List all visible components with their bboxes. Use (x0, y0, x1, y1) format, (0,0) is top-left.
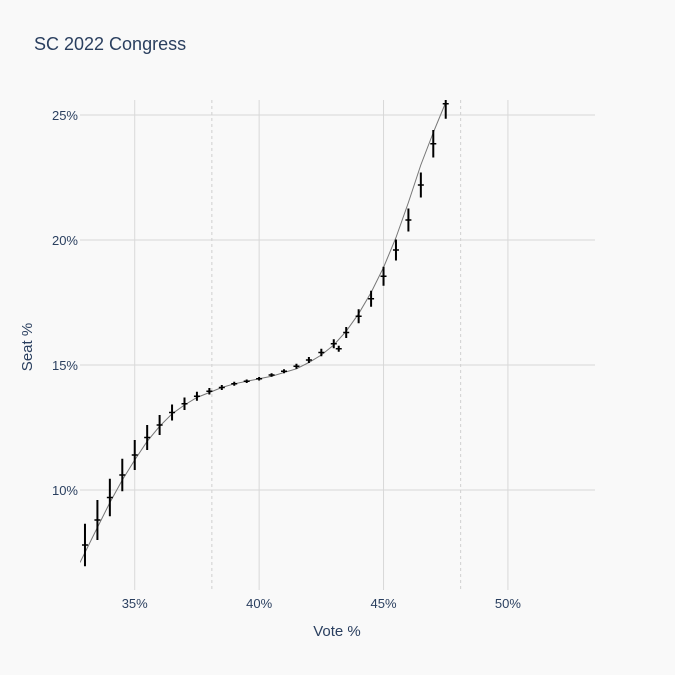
x-tick-label: 35% (122, 596, 148, 611)
data-point (318, 348, 325, 357)
y-axis-title: Seat % (19, 323, 36, 371)
data-point (181, 397, 188, 410)
data-point (243, 379, 250, 383)
y-axis-ticks: 10% 15% 20% 25% (52, 108, 78, 498)
data-point (169, 404, 176, 421)
data-point (335, 345, 342, 352)
y-tick-label: 15% (52, 358, 78, 373)
data-point (193, 391, 200, 401)
data-point (405, 208, 412, 232)
x-axis-ticks: 35% 40% 45% 50% (122, 596, 522, 611)
x-tick-label: 45% (371, 596, 397, 611)
data-point (355, 309, 362, 324)
data-markers (81, 100, 449, 567)
x-axis-title: Vote % (313, 623, 361, 640)
y-tick-label: 10% (52, 483, 78, 498)
grid-lines (80, 100, 595, 590)
data-point (256, 377, 263, 381)
data-point (218, 385, 225, 390)
data-point (368, 290, 375, 307)
fit-curve-layer (80, 102, 447, 563)
data-point (206, 388, 213, 395)
y-tick-label: 20% (52, 233, 78, 248)
data-point (156, 415, 163, 435)
data-point (430, 130, 437, 158)
plot-area (80, 100, 449, 567)
data-point (119, 458, 126, 492)
x-tick-label: 50% (495, 596, 521, 611)
data-point (392, 239, 399, 261)
chart-title: SC 2022 Congress (34, 34, 186, 54)
fit-curve (80, 102, 447, 563)
data-point (442, 100, 449, 119)
data-point (106, 478, 113, 517)
x-tick-label: 40% (246, 596, 272, 611)
data-point (94, 500, 101, 540)
data-point (380, 266, 387, 286)
data-point (231, 381, 238, 386)
data-point (417, 172, 424, 198)
data-point (81, 523, 88, 567)
data-point (268, 373, 275, 377)
reference-lines (211, 100, 462, 590)
data-point (131, 440, 138, 470)
data-point (343, 327, 350, 338)
y-tick-label: 25% (52, 108, 78, 123)
data-point (293, 363, 300, 369)
data-point (330, 339, 337, 349)
data-point (144, 425, 151, 450)
data-point (305, 357, 312, 363)
data-point (281, 369, 288, 374)
